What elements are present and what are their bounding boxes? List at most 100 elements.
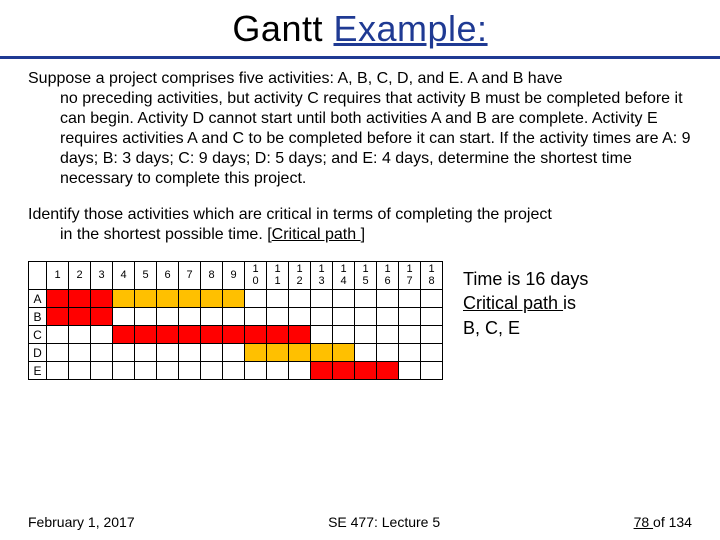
footer-date: February 1, 2017 [28, 514, 135, 530]
gantt-header-cell: 12 [289, 262, 311, 290]
problem-paragraph: Suppose a project comprises five activit… [28, 69, 692, 189]
gantt-cell [245, 308, 267, 326]
gantt-cell [179, 362, 201, 380]
para2-first: Identify those activities which are crit… [28, 206, 552, 223]
gantt-cell [421, 344, 443, 362]
gantt-cell [267, 308, 289, 326]
gantt-cell [245, 344, 267, 362]
gantt-row: B [29, 308, 443, 326]
gantt-cell [91, 362, 113, 380]
gantt-header-cell: 17 [399, 262, 421, 290]
gantt-cell [179, 344, 201, 362]
gantt-cell [355, 290, 377, 308]
title-emph: Example: [333, 8, 487, 49]
gantt-cell [245, 362, 267, 380]
gantt-cell [69, 308, 91, 326]
gantt-cell [91, 344, 113, 362]
gantt-cell [377, 326, 399, 344]
gantt-cell [289, 326, 311, 344]
gantt-header-cell: 10 [245, 262, 267, 290]
gantt-cell [135, 344, 157, 362]
gantt-cell [311, 344, 333, 362]
gantt-cell [135, 290, 157, 308]
gantt-cell [47, 326, 69, 344]
gantt-cell [289, 362, 311, 380]
gantt-cell [113, 308, 135, 326]
result-line1: Time is 16 days [463, 267, 588, 291]
gantt-cell [69, 344, 91, 362]
gantt-cell [421, 326, 443, 344]
slide-title: Gantt Example: [0, 0, 720, 52]
gantt-cell [201, 344, 223, 362]
footer-page: 78 of 134 [634, 514, 692, 530]
gantt-cell [289, 344, 311, 362]
gantt-cell [377, 362, 399, 380]
gantt-cell [421, 290, 443, 308]
gantt-cell [91, 308, 113, 326]
para2-rest: in the shortest possible time. [Critical… [28, 225, 692, 245]
gantt-cell [91, 326, 113, 344]
gantt-chart: 123456789101112131415161718 ABCDE [28, 261, 443, 380]
gantt-cell [333, 290, 355, 308]
gantt-cell [113, 362, 135, 380]
gantt-cell [289, 290, 311, 308]
gantt-cell [157, 362, 179, 380]
gantt-header-cell: 8 [201, 262, 223, 290]
gantt-cell [311, 326, 333, 344]
gantt-cell [157, 308, 179, 326]
gantt-cell [223, 290, 245, 308]
gantt-cell [355, 326, 377, 344]
gantt-cell [47, 290, 69, 308]
gantt-corner [29, 262, 47, 290]
gantt-cell [245, 290, 267, 308]
gantt-cell [355, 308, 377, 326]
gantt-cell [333, 326, 355, 344]
gantt-cell [333, 308, 355, 326]
gantt-header-cell: 16 [377, 262, 399, 290]
gantt-cell [157, 344, 179, 362]
gantt-cell [179, 326, 201, 344]
gantt-header-cell: 2 [69, 262, 91, 290]
gantt-cell [399, 290, 421, 308]
gantt-cell [421, 308, 443, 326]
gantt-cell [135, 362, 157, 380]
gantt-cell [157, 290, 179, 308]
title-plain: Gantt [232, 8, 333, 49]
gantt-cell [267, 344, 289, 362]
gantt-cell [399, 362, 421, 380]
result-line2: Critical path is [463, 291, 588, 315]
gantt-cell [311, 308, 333, 326]
footer: February 1, 2017 SE 477: Lecture 5 78 of… [0, 514, 720, 530]
gantt-header-cell: 5 [135, 262, 157, 290]
gantt-cell [267, 362, 289, 380]
gantt-cell [113, 326, 135, 344]
footer-course: SE 477: Lecture 5 [328, 514, 440, 530]
gantt-cell [201, 290, 223, 308]
gantt-row-label: A [29, 290, 47, 308]
gantt-cell [47, 308, 69, 326]
gantt-cell [399, 344, 421, 362]
gantt-cell [311, 290, 333, 308]
gantt-cell [91, 290, 113, 308]
gantt-header-cell: 9 [223, 262, 245, 290]
gantt-cell [69, 290, 91, 308]
content-area: Suppose a project comprises five activit… [0, 69, 720, 245]
gantt-cell [113, 290, 135, 308]
gantt-cell [311, 362, 333, 380]
gantt-header-cell: 18 [421, 262, 443, 290]
gantt-cell [223, 326, 245, 344]
gantt-cell [223, 308, 245, 326]
gantt-cell [399, 308, 421, 326]
gantt-cell [377, 344, 399, 362]
gantt-cell [267, 290, 289, 308]
gantt-cell [201, 308, 223, 326]
gantt-header-cell: 6 [157, 262, 179, 290]
gantt-cell [47, 362, 69, 380]
gantt-cell [333, 344, 355, 362]
para1-first: Suppose a project comprises five activit… [28, 70, 563, 87]
gantt-row-label: D [29, 344, 47, 362]
gantt-cell [377, 308, 399, 326]
gantt-cell [399, 326, 421, 344]
gantt-row-label: B [29, 308, 47, 326]
gantt-cell [179, 290, 201, 308]
